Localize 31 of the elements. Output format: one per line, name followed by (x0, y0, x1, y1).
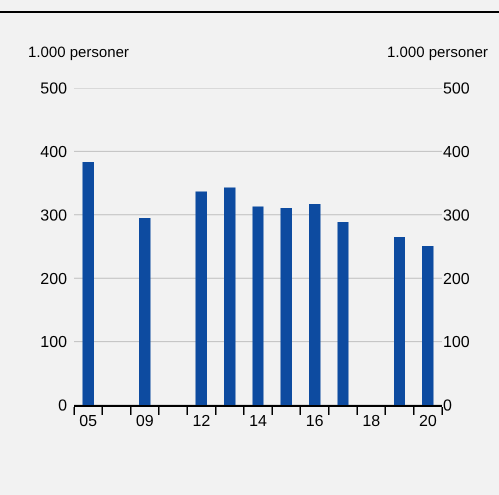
y2-axis-title: 1.000 personer (387, 44, 488, 61)
x-tick-label: 16 (306, 413, 324, 430)
x-tick-label: 12 (192, 413, 210, 430)
y-tick-label: 400 (40, 144, 68, 161)
bar (196, 191, 208, 405)
y-tick-label: 100 (40, 334, 68, 352)
bar (394, 236, 406, 405)
bar (224, 188, 236, 405)
y-axis-title: 1.000 personer (28, 44, 129, 61)
y2-tick-label: 200 (443, 270, 470, 288)
x-tick-label: 14 (249, 413, 267, 430)
bar (139, 218, 150, 405)
bar (337, 222, 349, 405)
bar (252, 206, 264, 405)
bar (280, 208, 292, 405)
y-tick-label: 300 (40, 207, 68, 224)
y2-tick-label: 300 (443, 207, 470, 224)
y-tick-label: 200 (40, 270, 68, 288)
y2-tick-label: 0 (443, 398, 452, 415)
bar (422, 246, 434, 405)
x-tick-label: 20 (418, 413, 437, 430)
x-tick-label: 05 (79, 413, 98, 430)
x-tick-label: 09 (136, 413, 154, 430)
y2-tick-label: 400 (443, 144, 470, 161)
bar (82, 162, 94, 405)
y2-tick-label: 500 (443, 80, 470, 98)
y2-tick-label: 100 (443, 334, 470, 352)
bar (308, 204, 320, 405)
y-tick-label: 0 (58, 398, 68, 415)
y-tick-label: 500 (40, 80, 68, 98)
x-tick-label: 18 (362, 413, 380, 430)
